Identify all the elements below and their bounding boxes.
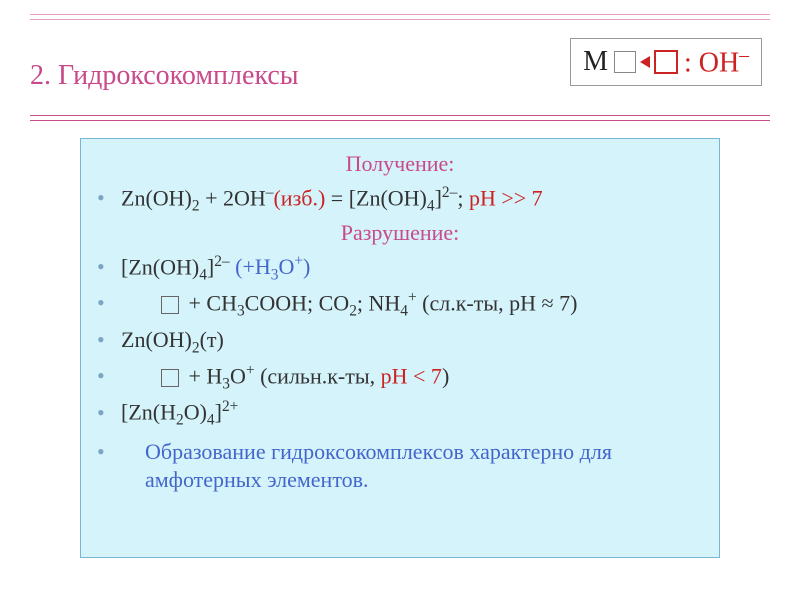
txt: ) xyxy=(303,254,310,279)
destroy-header: Разрушение: xyxy=(97,220,703,246)
list-item: • + CH3COOH; CO2; NH4+ (сл.к-ты, pH ≈ 7) xyxy=(97,288,703,323)
eq-complex: [Zn(OH)4]2– (+H3O+) xyxy=(121,252,703,287)
slide-container: M : OH– 2. Гидроксокомплексы Получение: … xyxy=(0,0,800,600)
eq-weak-acids: + CH3COOH; CO2; NH4+ (сл.к-ты, pH ≈ 7) xyxy=(121,288,703,323)
h3o-label: (+H3O+) xyxy=(230,254,311,279)
bullet-icon: • xyxy=(97,437,121,467)
txt: (+H xyxy=(230,254,271,279)
txt: (сл.к-ты, pH ≈ 7) xyxy=(417,290,578,315)
bullet-icon: • xyxy=(97,398,121,428)
txt: = [Zn(OH) xyxy=(325,185,427,210)
txt: Zn(OH) xyxy=(121,185,192,210)
txt: O xyxy=(278,254,294,279)
bullet-icon: • xyxy=(97,288,121,318)
txt: Zn(OH) xyxy=(121,327,192,352)
arrow-placeholder-icon xyxy=(161,296,179,314)
list-item: • [Zn(H2O)4]2+ xyxy=(97,397,703,432)
excess-label: (изб.) xyxy=(273,185,325,210)
bullet-icon: • xyxy=(97,325,121,355)
txt: + H xyxy=(183,363,222,388)
eq-aqua-complex: [Zn(H2O)4]2+ xyxy=(121,397,703,432)
txt: [Zn(H xyxy=(121,400,176,425)
slide-title: 2. Гидроксокомплексы xyxy=(30,60,299,92)
obtain-header: Получение: xyxy=(97,151,703,177)
bullet-icon: • xyxy=(97,252,121,282)
arrow-placeholder-icon xyxy=(161,369,179,387)
txt: ) xyxy=(442,363,449,388)
content-panel: Получение: • Zn(OH)2 + 2OH–(изб.) = [Zn(… xyxy=(80,138,720,558)
list-item: • Zn(OH)2 + 2OH–(изб.) = [Zn(OH)4]2–; pH… xyxy=(97,183,703,218)
eq-strong-acids: + H3O+ (сильн.к-ты, pH < 7) xyxy=(121,361,703,396)
txt: ] xyxy=(215,400,222,425)
txt: [Zn(OH) xyxy=(121,254,199,279)
eq-solid: Zn(OH)2(т) xyxy=(121,325,703,359)
txt: (сильн.к-ты, xyxy=(255,363,381,388)
title-row: 2. Гидроксокомплексы xyxy=(30,60,770,92)
top-rule xyxy=(30,14,770,20)
list-item: • Zn(OH)2(т) xyxy=(97,325,703,359)
eq-obtain: Zn(OH)2 + 2OH–(изб.) = [Zn(OH)4]2–; pH >… xyxy=(121,183,703,218)
summary-text: Образование гидроксокомплексов характерн… xyxy=(145,438,703,495)
txt: (т) xyxy=(200,327,224,352)
txt: ] xyxy=(435,185,442,210)
list-item: • [Zn(OH)4]2– (+H3O+) xyxy=(97,252,703,287)
bullet-icon: • xyxy=(97,361,121,391)
txt: + 2OH xyxy=(200,185,266,210)
ph-value: pH < 7 xyxy=(381,363,442,388)
txt: ; xyxy=(457,185,469,210)
txt: O) xyxy=(184,400,207,425)
txt: + CH xyxy=(183,290,237,315)
list-item: • Образование гидроксокомплексов характе… xyxy=(97,434,703,495)
bullet-icon: • xyxy=(97,183,121,213)
ph-value: pH >> 7 xyxy=(469,185,543,210)
list-item: • + H3O+ (сильн.к-ты, pH < 7) xyxy=(97,361,703,396)
txt: O xyxy=(230,363,246,388)
txt: COOH; CO xyxy=(245,290,350,315)
title-separator xyxy=(30,115,770,121)
txt: ; NH xyxy=(357,290,400,315)
